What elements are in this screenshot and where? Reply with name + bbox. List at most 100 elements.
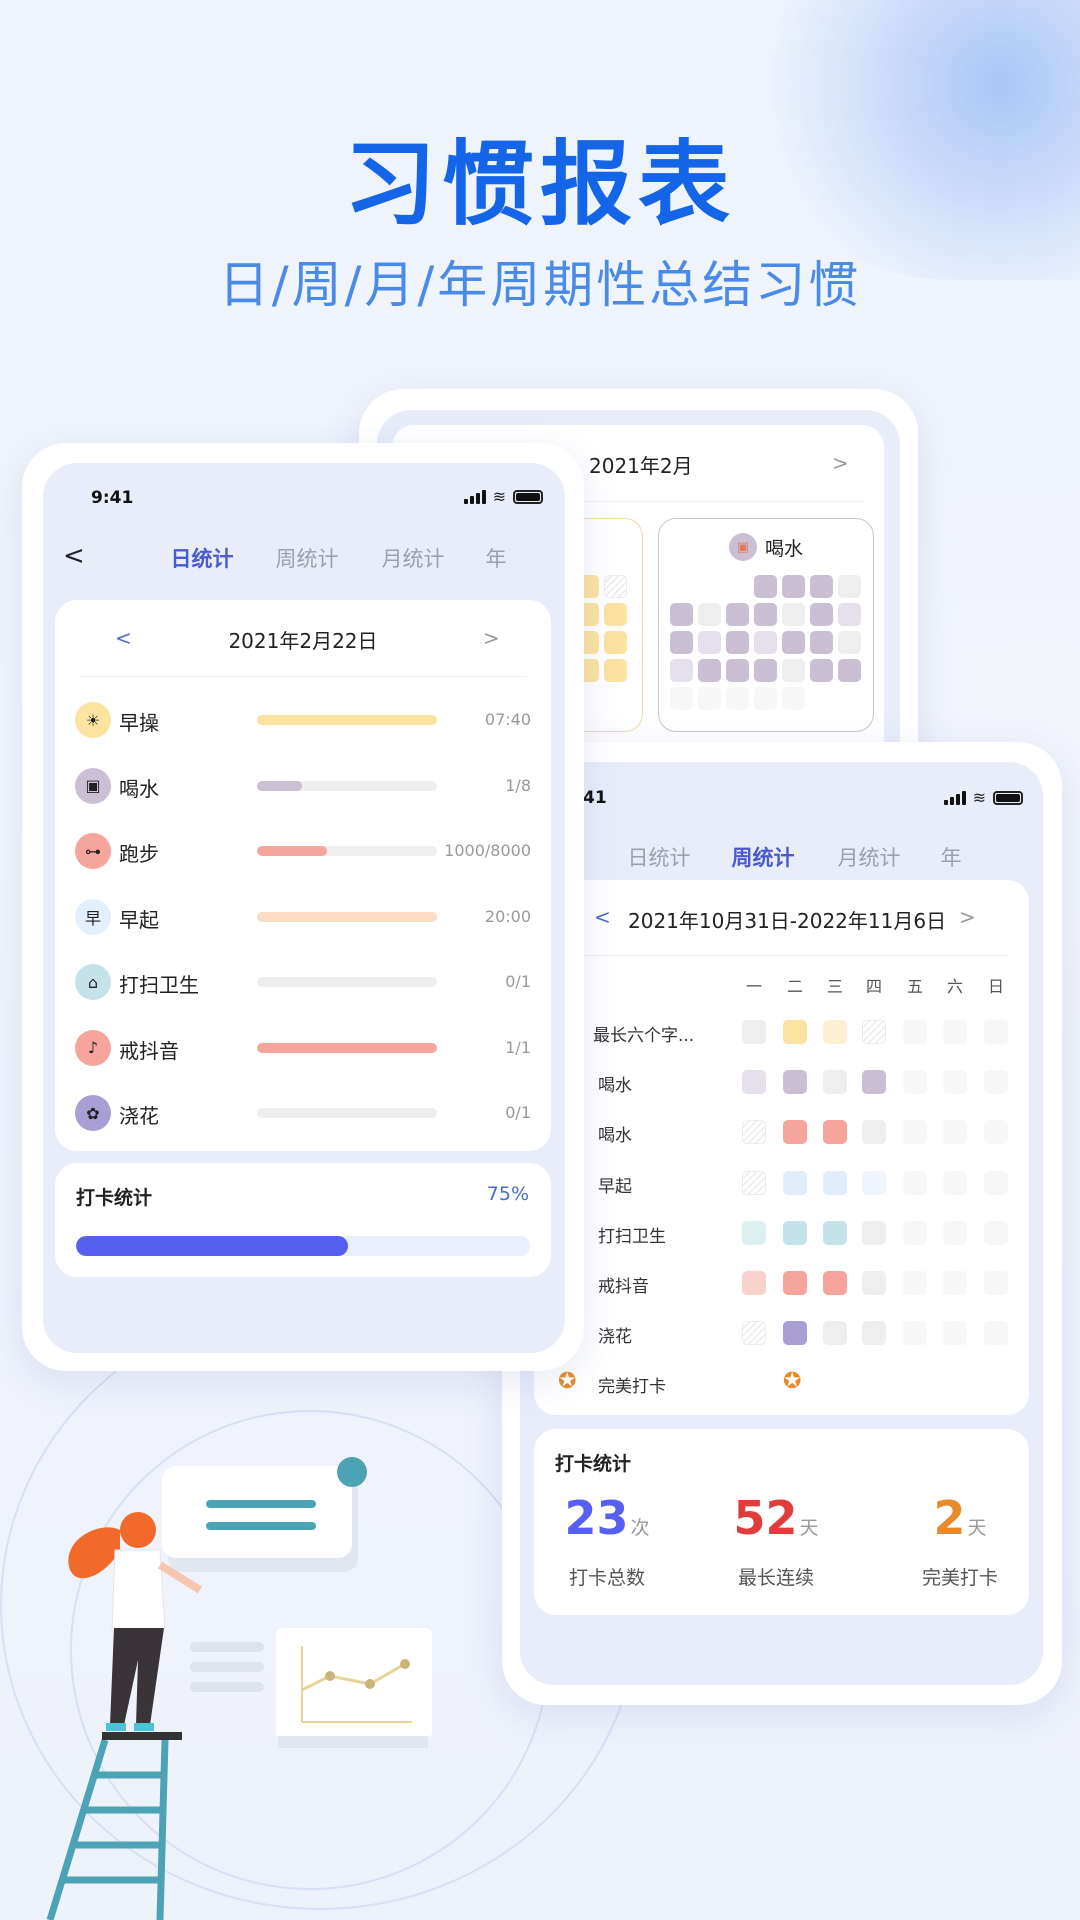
week-day-cell <box>903 1321 927 1346</box>
calendar-day-cell <box>810 631 833 654</box>
habit-row[interactable]: ♪ 戒抖音 1/1 <box>55 1028 551 1068</box>
calendar-day-cell <box>698 631 721 654</box>
week-day-cell <box>862 1271 886 1295</box>
week-day-cell <box>823 1120 847 1145</box>
week-day-cell <box>984 1321 1008 1346</box>
tab-day[interactable]: 日统计 <box>170 547 234 571</box>
calendar-day-cell <box>782 603 805 626</box>
calendar-day-cell <box>838 603 861 626</box>
next-day-button[interactable]: > <box>483 626 500 650</box>
habit-progress-bar <box>257 715 437 725</box>
calendar-day-cell <box>670 631 693 654</box>
week-day-cell <box>783 1120 807 1145</box>
week-day-cell <box>823 1170 847 1195</box>
tab-month[interactable]: 月统计 <box>837 846 901 870</box>
next-month-button[interactable]: > <box>832 451 849 475</box>
calendar-day-cell <box>754 687 777 710</box>
calendar-day-cell <box>754 631 777 654</box>
calendar-day-cell <box>670 575 693 598</box>
week-day-cell <box>862 1020 886 1044</box>
stat-label: 最长连续 <box>737 1567 815 1589</box>
prev-week-button[interactable]: < <box>594 905 611 929</box>
woman-illustration <box>68 1512 203 1731</box>
week-day-cell <box>862 1120 886 1145</box>
cup-icon: ▣ <box>75 767 111 804</box>
tab-year[interactable]: 年 <box>940 846 962 870</box>
daily-summary-card: 打卡统计 75% <box>55 1163 551 1277</box>
calendar-day-cell <box>754 575 777 598</box>
week-day-cell <box>742 1070 766 1095</box>
habit-name: 喝水 <box>765 537 804 560</box>
status-time: 41 <box>583 788 607 808</box>
habit-name: 早起 <box>119 907 159 932</box>
calendar-day-cell <box>782 631 805 654</box>
wifi-icon: ≋ <box>972 788 986 807</box>
habit-name: 浇花 <box>119 1104 159 1128</box>
weekday-header: 二 <box>786 977 804 996</box>
back-button[interactable]: < <box>63 541 85 571</box>
weekday-header: 六 <box>946 977 964 996</box>
calendar-day-cell <box>726 687 749 710</box>
weekday-header: 五 <box>906 977 924 996</box>
habit-row-label: 浇花 <box>598 1327 632 1348</box>
habit-row[interactable]: ☀ 早操 07:40 <box>55 700 551 740</box>
week-day-cell <box>783 1070 807 1095</box>
status-time: 9:41 <box>91 488 134 508</box>
habit-row-label: 喝水 <box>598 1076 632 1097</box>
habit-progress-bar <box>257 911 437 922</box>
tab-week[interactable]: 周统计 <box>275 547 339 571</box>
hero-subtitle: 日/周/月/年周期性总结习惯 <box>218 256 862 314</box>
habit-value: 1/1 <box>505 1037 531 1057</box>
illustration <box>46 1457 432 1920</box>
habit-row[interactable]: ⊶ 跑步 1000/8000 <box>55 831 551 871</box>
calendar-day-cell <box>698 575 721 598</box>
stat-label: 完美打卡 <box>921 1567 999 1589</box>
habit-progress-bar <box>257 1042 437 1053</box>
calendar-day-cell <box>810 659 833 682</box>
calendar-day-cell <box>838 631 861 654</box>
calendar-day-cell <box>726 631 749 654</box>
habit-name: 早操 <box>119 711 159 735</box>
week-day-cell <box>984 1220 1008 1245</box>
ladder-illustration <box>46 1738 169 1920</box>
calendar-day-cell <box>726 659 749 682</box>
week-day-cell <box>823 1321 847 1346</box>
dumbbell-icon: ⊶ <box>75 833 111 869</box>
medal-icon: ✪ <box>558 1369 577 1395</box>
tab-week[interactable]: 周统计 <box>731 846 795 870</box>
week-day-cell <box>984 1020 1008 1044</box>
habit-row[interactable]: ▣ 喝水 1/8 <box>55 766 551 806</box>
week-day-cell <box>984 1070 1008 1095</box>
habit-value: 1/8 <box>505 775 531 795</box>
text-badge-icon: 早 <box>75 898 111 935</box>
prev-day-button[interactable]: < <box>115 626 132 650</box>
habit-name: 打扫卫生 <box>119 973 199 997</box>
next-week-button[interactable]: > <box>959 905 976 929</box>
habit-row[interactable]: 早早起 20:00 <box>55 897 551 937</box>
week-range: 2021年10月31日-2022年11月6日 <box>628 909 947 933</box>
week-day-cell <box>823 1220 847 1245</box>
week-day-cell <box>783 1020 807 1044</box>
summary-progress-bar <box>76 1236 530 1256</box>
week-day-cell <box>984 1271 1008 1295</box>
week-day-cell <box>783 1220 807 1245</box>
habit-name: 跑步 <box>119 842 159 866</box>
month-label: 2021年2月 <box>589 454 693 478</box>
tab-day[interactable]: 日统计 <box>627 846 691 870</box>
calendar-day-cell <box>838 575 861 598</box>
week-day-cell <box>943 1070 967 1095</box>
weekday-header: 日 <box>987 977 1005 996</box>
week-day-cell <box>903 1170 927 1195</box>
calendar-day-cell <box>604 631 627 654</box>
tab-month[interactable]: 月统计 <box>381 547 445 571</box>
habit-row[interactable]: ⌂ 打扫卫生 0/1 <box>55 962 551 1002</box>
habit-row-label: 打扫卫生 <box>598 1226 666 1247</box>
habit-row[interactable]: ✿ 浇花 0/1 <box>55 1093 551 1133</box>
week-day-cell <box>742 1020 766 1044</box>
habit-name: 喝水 <box>119 776 159 801</box>
calendar-day-cell <box>670 687 693 710</box>
calendar-day-cell <box>782 659 805 682</box>
habit-calendar-tile[interactable]: ▣ 喝水 <box>658 518 874 732</box>
tab-year[interactable]: 年 <box>485 547 507 571</box>
stat-label: 打卡总数 <box>568 1567 646 1589</box>
